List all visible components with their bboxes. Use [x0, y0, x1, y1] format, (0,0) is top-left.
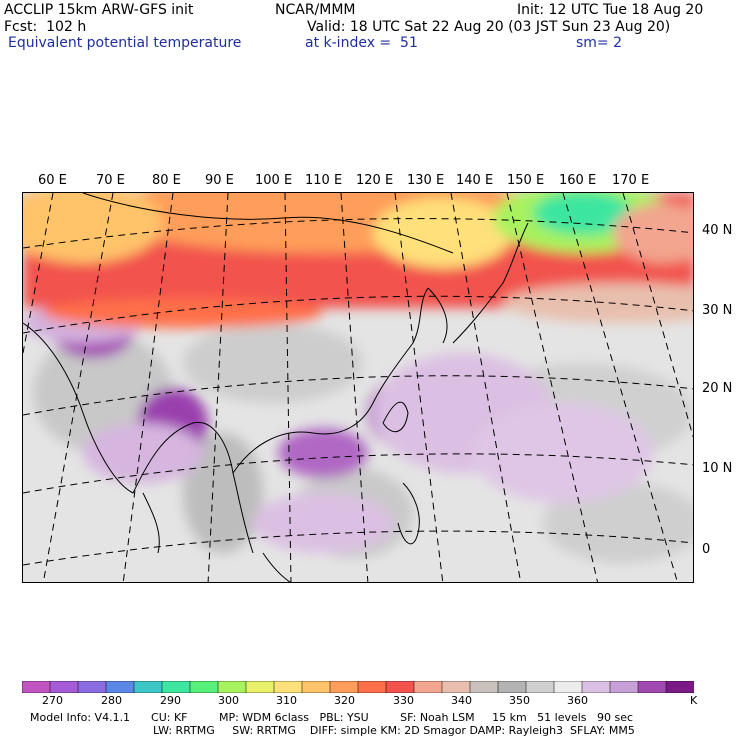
- lon-label: 90 E: [205, 173, 234, 188]
- lon-label: 130 E: [407, 173, 445, 188]
- field-name: Equivalent potential temperature: [8, 35, 242, 51]
- colorbar-swatch: [553, 681, 583, 693]
- init-time: Init: 12 UTC Tue 18 Aug 20: [517, 2, 704, 18]
- model-info-line1: Model Info: V4.1.1 CU: KF MP: WDM 6class…: [30, 711, 634, 724]
- valid-time: Valid: 18 UTC Sat 22 Aug 20 (03 JST Sun …: [307, 19, 671, 35]
- colorbar: [22, 681, 694, 693]
- model-info-line2: LW: RRTMG SW: RRTMG DIFF: simple KM: 2D …: [153, 724, 635, 737]
- colorbar-tick-label: 330: [393, 694, 414, 707]
- colorbar-swatch: [105, 681, 135, 693]
- field-shading: [23, 193, 693, 563]
- lon-label: 160 E: [559, 173, 597, 188]
- lon-label: 140 E: [456, 173, 494, 188]
- lon-label: 120 E: [356, 173, 394, 188]
- colorbar-swatch: [245, 681, 275, 693]
- colorbar-tick-label: 280: [101, 694, 122, 707]
- lon-label: 170 E: [612, 173, 650, 188]
- colorbar-tick-label: 320: [334, 694, 355, 707]
- colorbar-swatch: [609, 681, 639, 693]
- colorbar-swatch: [385, 681, 415, 693]
- colorbar-swatch: [357, 681, 387, 693]
- colorbar-tick-label: 270: [42, 694, 63, 707]
- colorbar-swatch: [413, 681, 443, 693]
- colorbar-swatch: [217, 681, 247, 693]
- colorbar-swatch: [189, 681, 219, 693]
- lat-label: 0: [702, 542, 711, 557]
- lat-label: 10 N: [702, 461, 733, 476]
- colorbar-swatch: [161, 681, 191, 693]
- colorbar-tick-label: 300: [218, 694, 239, 707]
- colorbar-swatch: [49, 681, 79, 693]
- colorbar-swatch: [441, 681, 471, 693]
- colorbar-tick-label: 360: [567, 694, 588, 707]
- colorbar-unit: K: [690, 694, 698, 707]
- forecast-hour: Fcst: 102 h: [4, 19, 87, 35]
- colorbar-swatch: [525, 681, 555, 693]
- colorbar-swatch: [329, 681, 359, 693]
- lon-label: 110 E: [305, 173, 343, 188]
- lat-label: 20 N: [702, 381, 733, 396]
- colorbar-tick-label: 290: [160, 694, 181, 707]
- lon-label: 150 E: [507, 173, 545, 188]
- colorbar-swatch: [133, 681, 163, 693]
- lon-label: 100 E: [255, 173, 293, 188]
- colorbar-swatch: [581, 681, 611, 693]
- colorbar-swatch: [665, 681, 694, 693]
- colorbar-tick-label: 310: [276, 694, 297, 707]
- lon-label: 60 E: [38, 173, 67, 188]
- colorbar-swatch: [301, 681, 331, 693]
- k-index-label: at k-index = 51: [305, 35, 418, 51]
- lat-label: 40 N: [702, 223, 733, 238]
- colorbar-tick-label: 340: [451, 694, 472, 707]
- colorbar-swatch: [22, 681, 51, 693]
- lat-label: 30 N: [702, 303, 733, 318]
- model-title: ACCLIP 15km ARW-GFS init: [4, 2, 194, 18]
- colorbar-tick-label: 350: [509, 694, 530, 707]
- map-svg: [23, 193, 693, 582]
- lon-label: 70 E: [96, 173, 125, 188]
- colorbar-swatch: [273, 681, 303, 693]
- colorbar-swatch: [469, 681, 499, 693]
- colorbar-swatch: [497, 681, 527, 693]
- map-panel: [22, 192, 694, 583]
- coastlines: [23, 193, 529, 582]
- colorbar-swatch: [77, 681, 107, 693]
- smoothing-label: sm= 2: [576, 35, 623, 51]
- colorbar-swatch: [637, 681, 667, 693]
- lon-label: 80 E: [152, 173, 181, 188]
- org-label: NCAR/MMM: [275, 2, 356, 18]
- lat-lon-grid: [23, 193, 693, 582]
